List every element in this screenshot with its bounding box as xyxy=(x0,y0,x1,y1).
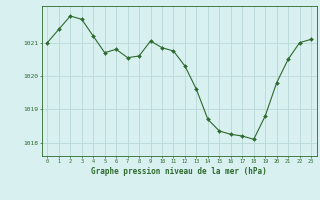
X-axis label: Graphe pression niveau de la mer (hPa): Graphe pression niveau de la mer (hPa) xyxy=(91,167,267,176)
